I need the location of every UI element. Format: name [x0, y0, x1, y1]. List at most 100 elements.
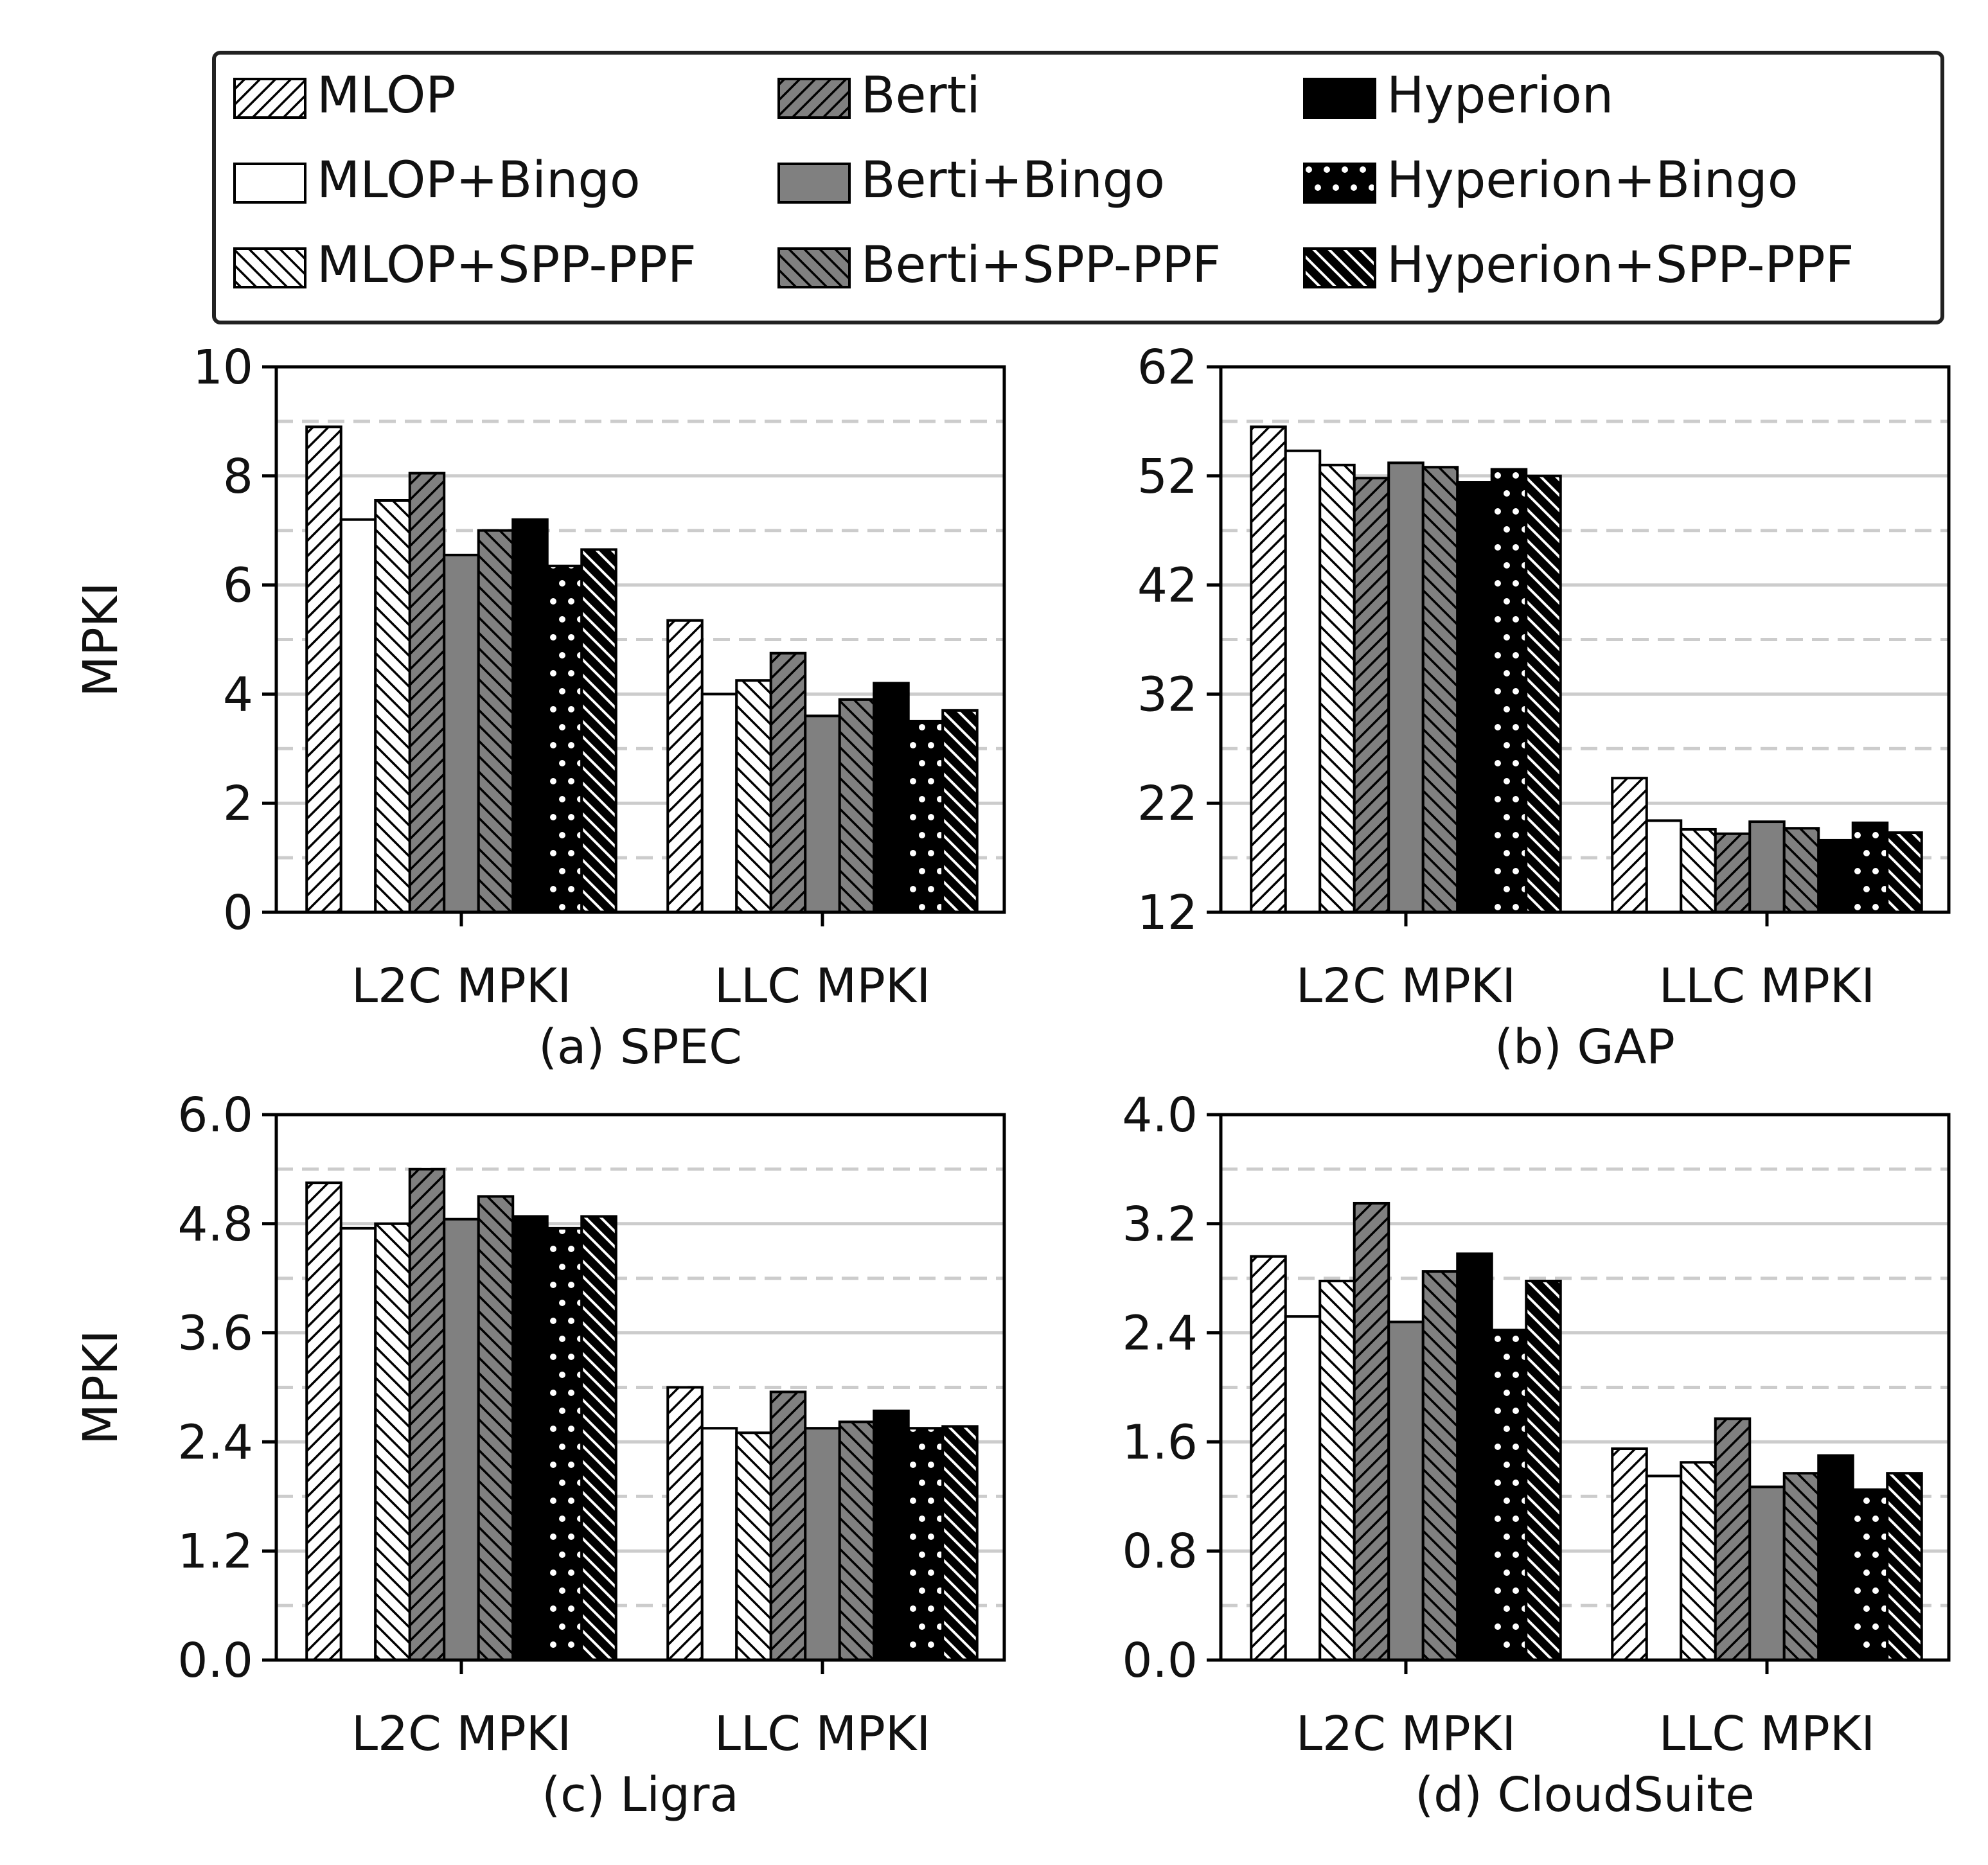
- y-axis: 0.0 0.8 1.6 2.4 3.2 4.0: [1122, 1088, 1221, 1688]
- bars: [305, 425, 979, 914]
- bar-berti-bingo-l2c-mpki: [443, 553, 480, 914]
- bar-mlop-spp-ppf-l2c-mpki: [374, 499, 411, 914]
- plot-frame: [274, 1113, 1006, 1662]
- y-tick-label: 2.4: [177, 1415, 253, 1470]
- legend-item-mlop-spp-ppf: MLOP+SPP-PPF: [233, 236, 697, 294]
- plot-frame: [274, 365, 1006, 914]
- legend-label-mlop: MLOP: [317, 67, 456, 125]
- panel-title: (d) CloudSuite: [1415, 1767, 1755, 1823]
- legend-label-berti-bingo: Berti+Bingo: [861, 152, 1165, 209]
- bar-berti-l2c-mpki: [408, 472, 446, 914]
- x-axis: L2C MPKI LLC MPKI: [351, 1660, 930, 1762]
- bar-mlop-bingo-l2c-mpki: [339, 518, 377, 914]
- y-tick-label: 1.6: [1122, 1415, 1198, 1470]
- legend-label-berti: Berti: [861, 67, 981, 125]
- legend-swatch-hyperion: [1303, 78, 1376, 119]
- panel-gap: 12 22 32 42 52 62 L2C MPKI LLC MPKI (b) GAP: [1137, 340, 1951, 1075]
- bar-hyperion-spp-ppf-l2c-mpki: [1525, 474, 1562, 914]
- y-axis: 12 22 32 42 52 62: [1137, 340, 1221, 941]
- y-tick-label: 6: [223, 558, 253, 614]
- bar-mlop-spp-ppf-llc-mpki: [1680, 1461, 1717, 1662]
- bar-mlop-l2c-mpki: [305, 1181, 342, 1661]
- legend-label-berti-spp-ppf: Berti+SPP-PPF: [861, 236, 1221, 294]
- bar-mlop-bingo-llc-mpki: [700, 1427, 738, 1662]
- y-tick-label: 0: [223, 885, 253, 941]
- bar-mlop-llc-mpki: [666, 619, 704, 914]
- bars: [1250, 425, 1923, 914]
- bar-mlop-spp-ppf-l2c-mpki: [1318, 1279, 1356, 1661]
- bar-hyperion-bingo-llc-mpki: [907, 720, 945, 914]
- legend-item-berti-spp-ppf: Berti+SPP-PPF: [777, 236, 1221, 294]
- legend-swatch-hyperion-bingo: [1303, 163, 1376, 204]
- bar-mlop-l2c-mpki: [305, 425, 342, 914]
- bar-berti-l2c-mpki: [1353, 1201, 1390, 1661]
- bar-hyperion-l2c-mpki: [1456, 1252, 1493, 1661]
- bar-hyperion-spp-ppf-llc-mpki: [1886, 831, 1923, 914]
- legend-swatch-mlop-spp-ppf: [233, 247, 306, 288]
- y-tick-label: 4.0: [1122, 1088, 1198, 1143]
- bar-mlop-llc-mpki: [1611, 1447, 1648, 1661]
- bar-berti-l2c-mpki: [1353, 477, 1390, 914]
- bar-mlop-spp-ppf-llc-mpki: [1680, 827, 1717, 914]
- y-tick-label: 22: [1137, 776, 1198, 831]
- x-axis: L2C MPKI LLC MPKI: [1296, 1660, 1875, 1762]
- bar-mlop-spp-ppf-l2c-mpki: [1318, 463, 1356, 914]
- bar-hyperion-spp-ppf-l2c-mpki: [1525, 1279, 1562, 1661]
- bar-mlop-bingo-llc-mpki: [1645, 819, 1683, 914]
- legend: MLOP MLOP+Bingo MLOP+SPP-PPF Berti Berti+Bin…: [212, 51, 1944, 324]
- y-tick-label: 4.8: [177, 1197, 253, 1252]
- bar-mlop-llc-mpki: [666, 1386, 704, 1661]
- legend-item-berti-bingo: Berti+Bingo: [777, 152, 1165, 209]
- bar-hyperion-bingo-llc-mpki: [1851, 1488, 1889, 1661]
- x-axis: L2C MPKI LLC MPKI: [1296, 912, 1875, 1014]
- bar-hyperion-bingo-l2c-mpki: [1490, 1329, 1528, 1661]
- bar-hyperion-spp-ppf-llc-mpki: [1886, 1472, 1923, 1662]
- bar-berti-bingo-l2c-mpki: [443, 1217, 480, 1661]
- y-tick-label: 10: [193, 340, 253, 395]
- x-tick-label-l2c-mpki: L2C MPKI: [1296, 959, 1516, 1014]
- x-tick-label-l2c-mpki: L2C MPKI: [1296, 1706, 1516, 1762]
- x-tick-label-llc-mpki: LLC MPKI: [714, 959, 930, 1014]
- bar-berti-bingo-llc-mpki: [1748, 1485, 1786, 1661]
- legend-label-mlop-spp-ppf: MLOP+SPP-PPF: [317, 236, 697, 294]
- bar-berti-spp-ppf-llc-mpki: [838, 1420, 876, 1662]
- panel-title: (b) GAP: [1495, 1020, 1675, 1075]
- bar-mlop-llc-mpki: [1611, 777, 1648, 914]
- y-tick-label: 6.0: [177, 1088, 253, 1143]
- bar-hyperion-l2c-mpki: [511, 1215, 549, 1661]
- panel-title: (c) Ligra: [542, 1767, 738, 1823]
- bar-mlop-bingo-l2c-mpki: [339, 1226, 377, 1661]
- legend-item-berti: Berti: [777, 67, 981, 125]
- bar-berti-spp-ppf-llc-mpki: [838, 698, 876, 914]
- y-tick-label: 8: [223, 449, 253, 504]
- bar-hyperion-spp-ppf-llc-mpki: [941, 709, 979, 914]
- bar-berti-spp-ppf-l2c-mpki: [477, 1195, 515, 1661]
- bars: [305, 1167, 979, 1662]
- bar-hyperion-spp-ppf-llc-mpki: [941, 1425, 979, 1661]
- bar-berti-llc-mpki: [1714, 832, 1752, 914]
- bar-mlop-bingo-l2c-mpki: [1284, 449, 1322, 914]
- bar-mlop-bingo-l2c-mpki: [1284, 1315, 1322, 1661]
- bar-berti-llc-mpki: [1714, 1417, 1752, 1661]
- y-tick-label: 1.2: [177, 1524, 253, 1579]
- panel-spec: 0 2 4 6 8 10 L2C MPKI LLC MPKI (a) SPEC MPKI: [73, 340, 1006, 1075]
- bar-mlop-spp-ppf-llc-mpki: [735, 679, 772, 914]
- y-tick-label: 12: [1137, 885, 1198, 941]
- y-tick-label: 42: [1137, 558, 1198, 614]
- y-tick-label: 2: [223, 776, 253, 831]
- bar-mlop-bingo-llc-mpki: [1645, 1474, 1683, 1661]
- legend-label-hyperion-spp-ppf: Hyperion+SPP-PPF: [1387, 236, 1854, 294]
- legend-swatch-mlop-bingo: [233, 163, 306, 204]
- y-tick-label: 52: [1137, 449, 1198, 504]
- bar-hyperion-llc-mpki: [873, 1410, 910, 1662]
- x-tick-label-llc-mpki: LLC MPKI: [1659, 1706, 1875, 1762]
- legend-label-hyperion-bingo: Hyperion+Bingo: [1387, 152, 1798, 209]
- bar-berti-bingo-llc-mpki: [804, 1427, 841, 1662]
- bar-hyperion-bingo-l2c-mpki: [1490, 468, 1528, 914]
- legend-item-mlop-bingo: MLOP+Bingo: [233, 152, 641, 209]
- legend-label-mlop-bingo: MLOP+Bingo: [317, 152, 641, 209]
- legend-item-mlop: MLOP: [233, 67, 456, 125]
- bar-mlop-l2c-mpki: [1250, 1255, 1287, 1661]
- legend-items: MLOP MLOP+Bingo MLOP+SPP-PPF Berti Berti+Bin…: [233, 67, 1854, 294]
- x-tick-label-llc-mpki: LLC MPKI: [1659, 959, 1875, 1014]
